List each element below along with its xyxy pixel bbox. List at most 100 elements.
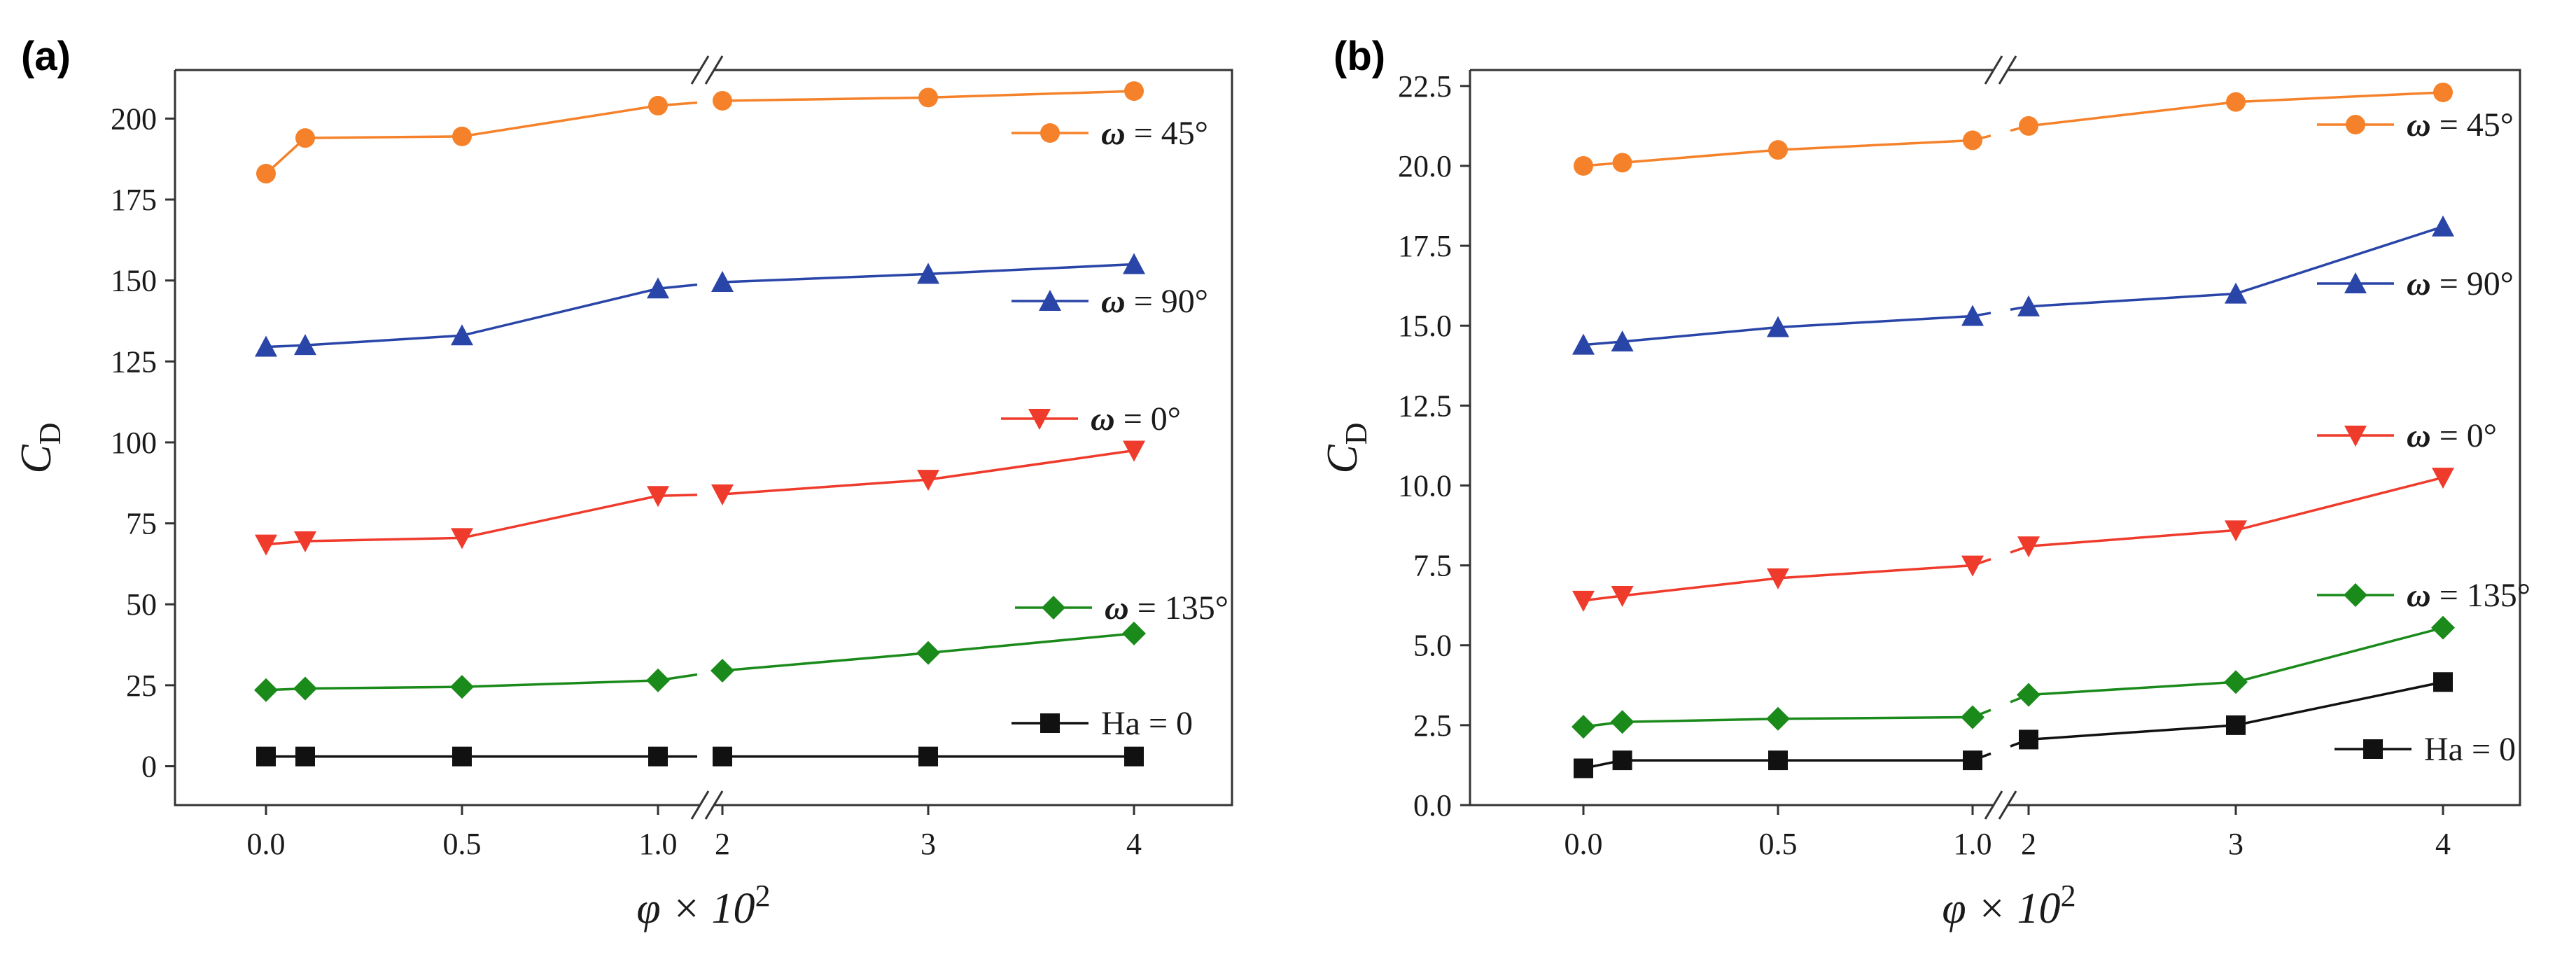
- data-point: [2226, 92, 2246, 112]
- data-point: [452, 747, 472, 767]
- y-tick-label: 22.5: [1398, 69, 1452, 104]
- series-0: ω = 45°: [256, 81, 1208, 183]
- y-tick-label: 50: [126, 587, 157, 622]
- data-point: [1572, 591, 1595, 612]
- y-tick-label: 7.5: [1413, 549, 1452, 583]
- plot-frame: [1470, 70, 2520, 805]
- data-point: [450, 675, 474, 699]
- x-tick-label: 3: [920, 827, 936, 861]
- series-3: ω = 135°: [254, 589, 1228, 702]
- data-point: [2019, 116, 2038, 136]
- data-point: [2019, 729, 2038, 749]
- legend-label: ω = 45°: [1101, 115, 1208, 152]
- data-point: [2431, 616, 2455, 640]
- legend-label: Ha = 0: [2424, 731, 2516, 768]
- data-point: [1574, 156, 1593, 176]
- data-point: [916, 641, 940, 665]
- data-point: [293, 676, 317, 700]
- y-axis-label: CD: [1319, 422, 1373, 473]
- legend-label-symbol: ω: [2407, 577, 2431, 614]
- legend-label-text: = 135°: [2431, 577, 2530, 614]
- legend-label-symbol: ω: [1091, 400, 1115, 438]
- data-point: [1613, 750, 1632, 770]
- x-tick-label: 1.0: [1954, 827, 1992, 861]
- y-tick-label: 100: [111, 426, 157, 460]
- series-line-break-stub: [658, 285, 697, 289]
- legend-label: ω = 135°: [1105, 589, 1228, 627]
- legend-label: Ha = 0: [1101, 705, 1193, 742]
- data-point: [2017, 536, 2040, 557]
- data-point: [1613, 153, 1632, 172]
- legend-label: ω = 135°: [2407, 577, 2530, 614]
- y-tick-label: 15.0: [1398, 309, 1452, 343]
- x-tick-label: 0.0: [247, 827, 286, 861]
- data-point: [2432, 468, 2454, 489]
- x-tick-label: 2: [2021, 827, 2036, 861]
- legend-label-symbol: ω: [1101, 115, 1126, 152]
- data-point: [452, 127, 472, 146]
- x-tick-label: 2: [715, 827, 730, 861]
- x-axis-label-main: φ × 10: [1942, 885, 2060, 932]
- legend-label-text: = 0°: [2431, 417, 2497, 454]
- data-point: [710, 659, 734, 683]
- x-tick-label: 0.0: [1564, 827, 1603, 861]
- y-tick-label: 10.0: [1398, 468, 1452, 503]
- data-point: [2226, 715, 2246, 735]
- legend-label: ω = 90°: [1101, 283, 1208, 320]
- data-point: [255, 535, 277, 556]
- data-point: [1963, 130, 1982, 150]
- y-tick-label: 175: [111, 183, 157, 217]
- legend-label-text: = 0°: [1115, 400, 1181, 438]
- legend-label: ω = 0°: [2407, 417, 2497, 454]
- series-2: ω = 0°: [255, 400, 1181, 556]
- legend-label-symbol: ω: [1101, 283, 1126, 320]
- panel-tag: (b): [1334, 34, 1385, 79]
- series-4: Ha = 0: [1574, 672, 2516, 778]
- legend-label: ω = 90°: [2407, 265, 2514, 302]
- x-tick-label: 3: [2228, 827, 2244, 861]
- y-tick-label: 0: [141, 749, 157, 783]
- data-point: [295, 747, 315, 767]
- legend-label-text: Ha = 0: [1101, 705, 1193, 742]
- x-axis-label: φ × 102: [1942, 879, 2076, 932]
- x-axis-label-exponent: 2: [755, 879, 771, 913]
- y-axis-label-main: C: [1319, 445, 1366, 474]
- data-point: [1124, 747, 1144, 767]
- data-point: [1768, 140, 1788, 160]
- series-1: ω = 90°: [1572, 216, 2514, 355]
- series-2: ω = 0°: [1572, 417, 2497, 612]
- data-point: [1963, 750, 1982, 770]
- legend-label-symbol: ω: [2407, 265, 2431, 302]
- x-axis-label-main: φ × 10: [636, 885, 755, 932]
- y-tick-label: 200: [111, 102, 157, 136]
- panel-b: (b)0.02.55.07.510.012.515.017.520.022.50…: [1319, 34, 2530, 932]
- x-axis-label-exponent: 2: [2061, 879, 2076, 913]
- data-point: [2432, 216, 2454, 237]
- legend-marker: [1040, 713, 1060, 733]
- y-tick-label: 25: [126, 669, 157, 703]
- data-point: [295, 128, 315, 148]
- legend-label-text: = 45°: [2431, 106, 2514, 144]
- panel-tag: (a): [21, 34, 71, 79]
- legend-label-text: = 90°: [2431, 265, 2514, 302]
- data-point: [918, 88, 938, 107]
- y-tick-label: 0.0: [1413, 788, 1452, 823]
- data-point: [1768, 750, 1788, 770]
- series-3: ω = 135°: [1572, 577, 2530, 739]
- y-tick-label: 5.0: [1413, 629, 1452, 663]
- data-point: [1961, 705, 1984, 729]
- legend-label: ω = 45°: [2407, 106, 2514, 144]
- y-tick-label: 2.5: [1413, 708, 1452, 743]
- data-point: [2224, 670, 2248, 694]
- data-point: [1574, 759, 1593, 778]
- plot-frame: [175, 70, 1232, 805]
- y-tick-label: 20.0: [1398, 149, 1452, 183]
- data-point: [2017, 683, 2040, 707]
- data-point: [254, 678, 278, 702]
- legend-label-text: Ha = 0: [2424, 731, 2516, 768]
- series-4: Ha = 0: [256, 705, 1193, 767]
- y-tick-label: 150: [111, 264, 157, 298]
- legend-label-text: = 45°: [1126, 115, 1208, 152]
